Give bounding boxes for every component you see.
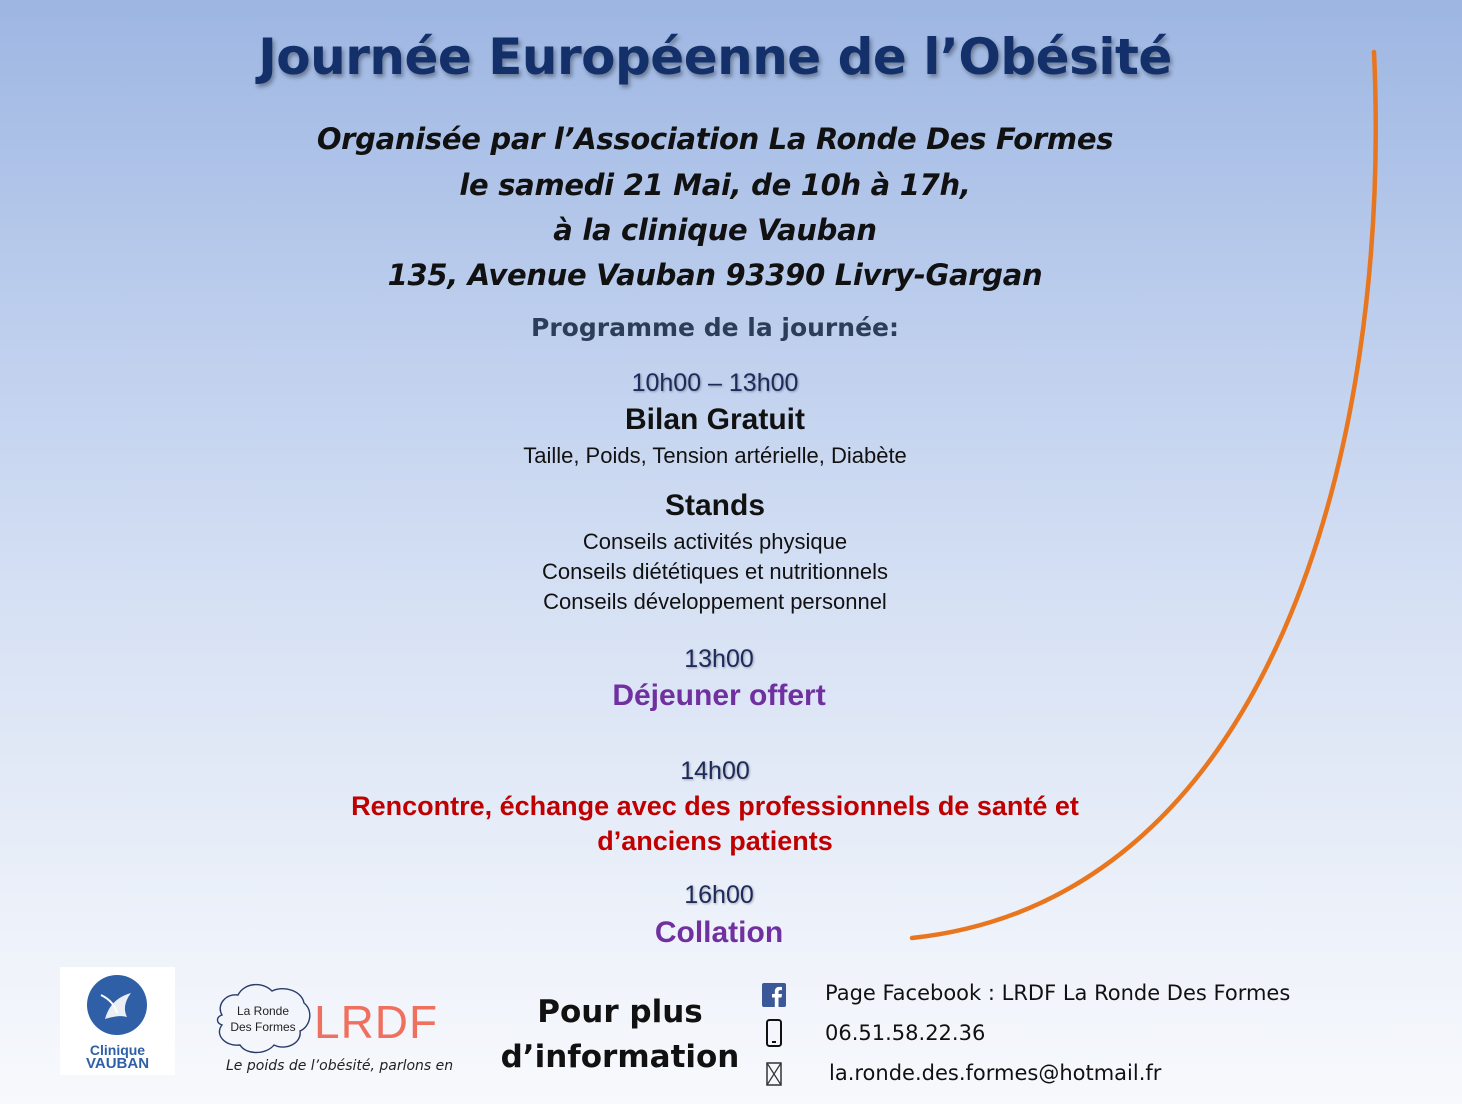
lrdf-acronym: LRDF [314,996,439,1048]
contact-phone[interactable]: 06.51.58.22.36 [825,1021,986,1045]
session-title-lunch: Déjeuner offert [612,679,826,712]
stand-item: Conseils activités physique [582,529,848,554]
lrdf-blob-line2: Des Formes [230,1020,296,1035]
info-heading-line1: Pour plus [537,994,703,1030]
info-heading-line2: d’information [500,1039,740,1075]
contact-email[interactable]: la.ronde.des.formes@hotmail.fr [829,1061,1162,1085]
subtitle-venue: à la clinique Vauban [553,213,877,247]
session-title-snack: Collation [654,916,784,949]
subtitle-address: 135, Avenue Vauban 93390 Livry-Gargan [387,258,1043,292]
session-time: 14h00 [680,757,750,785]
contact-facebook[interactable]: Page Facebook : LRDF La Ronde Des Formes [825,981,1291,1005]
session-title-meeting: d’anciens patients [597,826,833,856]
info-heading: Pour plus d’information [490,990,750,1080]
session-time: 16h00 [684,881,754,909]
subtitle-date: le samedi 21 Mai, de 10h à 17h, [459,168,971,202]
session-title-stands: Stands [664,489,766,522]
subtitle-organizer: Organisée par l’Association La Ronde Des… [316,122,1114,156]
session-title-meeting: Rencontre, échange avec des professionne… [351,791,1079,821]
stand-item: Conseils développement personnel [543,589,887,614]
envelope-icon [762,1061,786,1089]
page-title: Journée Européenne de l’Obésité [258,28,1172,86]
stand-item: Conseils diététiques et nutritionnels [541,559,889,584]
lrdf-slogan: Le poids de l’obésité, parlons en [226,1058,454,1074]
clinique-vauban-emblem [87,975,147,1035]
session-detail: Taille, Poids, Tension artérielle, Diabè… [523,443,907,468]
programme-heading: Programme de la journée: [531,313,899,342]
session-time: 10h00 – 13h00 [631,369,799,397]
lrdf-blob-line1: La Ronde [236,1004,290,1018]
session-title: Bilan Gratuit [624,403,805,436]
lrdf-logo: La Ronde Des Formes LRDF Le poids de l’o… [210,975,454,1080]
facebook-icon [762,983,786,1011]
lrdf-blob-text: La Ronde Des Formes [224,1003,302,1035]
clinique-vauban-line1: Clinique [89,1042,146,1058]
lrdf-blob-shape [216,984,311,1054]
clinique-vauban-line2: VAUBAN [85,1055,150,1072]
phone-icon [762,1019,786,1047]
session-time: 13h00 [684,645,754,673]
clinique-vauban-logo: Clinique VAUBAN [60,967,175,1075]
